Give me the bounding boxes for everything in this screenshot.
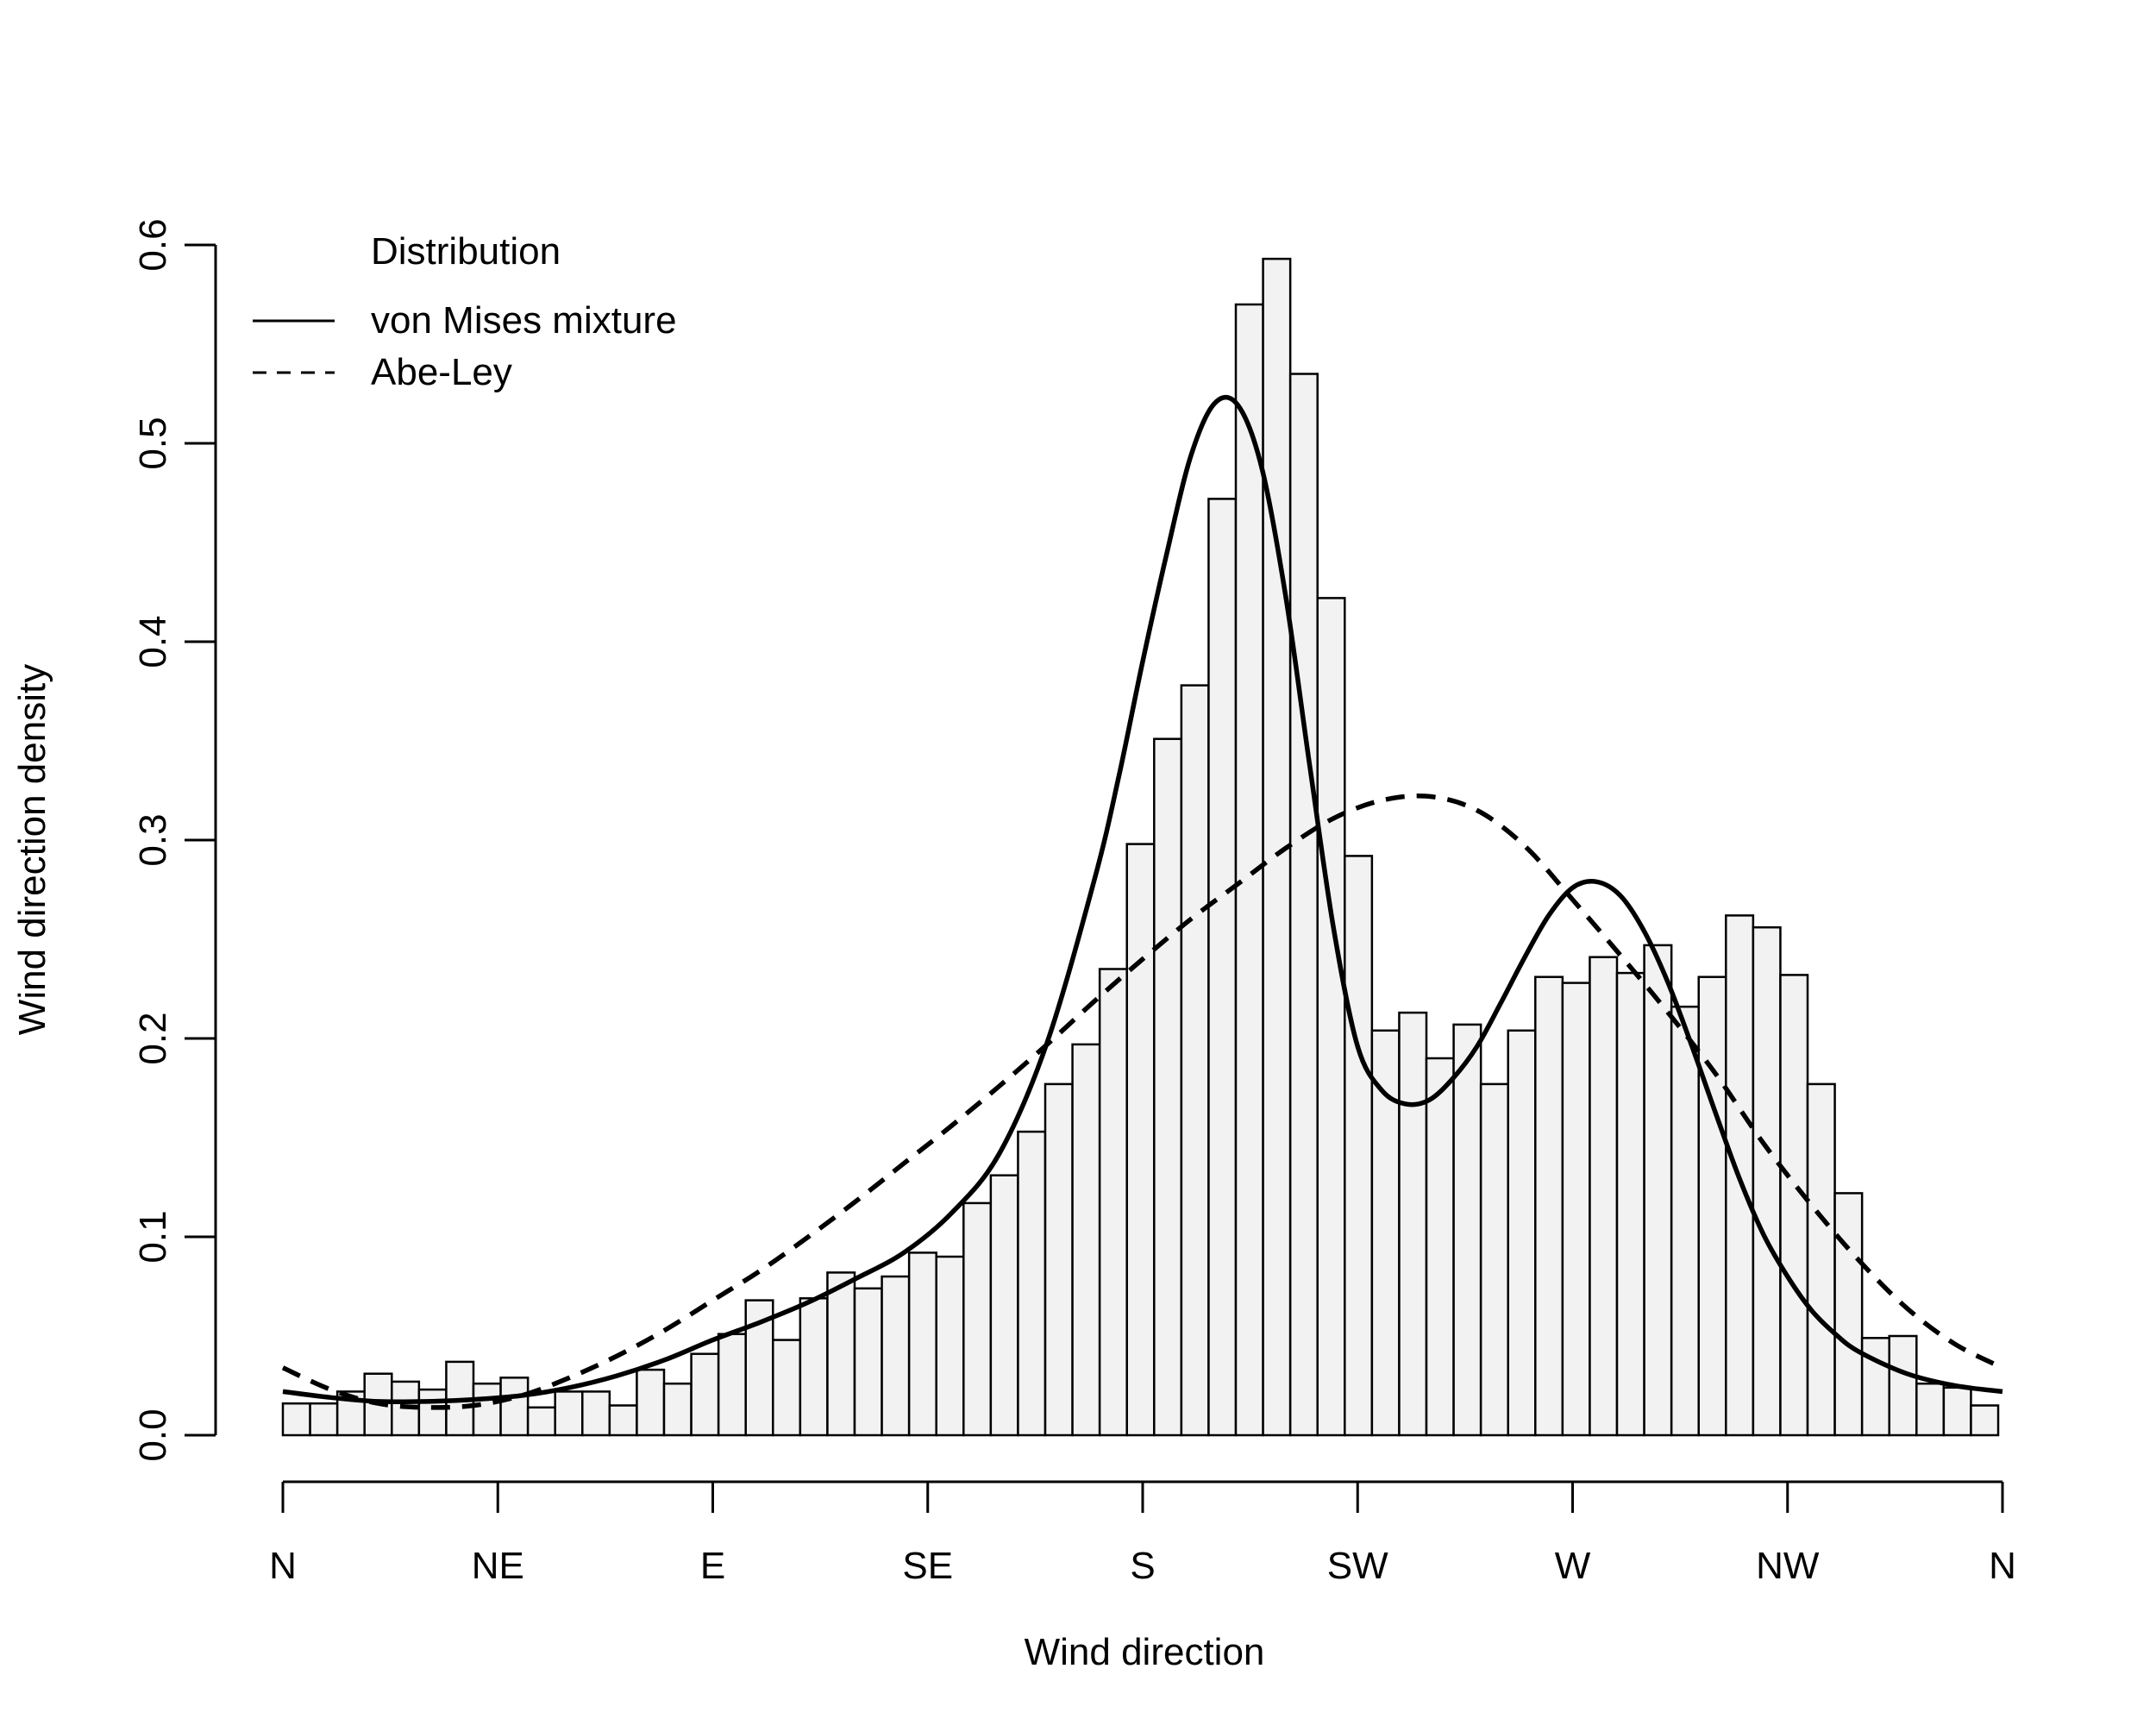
histogram-bar <box>853 1287 883 1437</box>
x-tick-label: S <box>1130 1545 1155 1587</box>
histogram-bar <box>907 1251 937 1437</box>
histogram-bar <box>1534 975 1564 1437</box>
histogram-bar <box>1970 1404 2000 1437</box>
histogram-bars <box>281 257 2000 1437</box>
histogram-bar <box>1670 1005 1700 1437</box>
histogram-bar <box>1589 956 1619 1437</box>
histogram-bar <box>1316 597 1346 1437</box>
histogram-bar <box>1452 1023 1482 1437</box>
histogram-bar <box>1643 944 1673 1437</box>
histogram-bar <box>1398 1011 1428 1437</box>
legend-label-abe-ley: Abe-Ley <box>371 351 512 393</box>
histogram-bar <box>554 1390 584 1437</box>
x-tick-label: N <box>1989 1545 2016 1587</box>
x-tick-label: SE <box>902 1545 953 1587</box>
histogram-bar <box>417 1388 448 1437</box>
histogram-bar <box>472 1382 502 1437</box>
legend-title: Distribution <box>371 230 561 273</box>
histogram-bar <box>1071 1043 1101 1437</box>
histogram-bar <box>1098 968 1128 1437</box>
histogram-bar <box>1806 1082 1836 1437</box>
histogram-bar <box>772 1339 802 1437</box>
histogram-bar <box>662 1382 693 1437</box>
histogram-bar <box>1915 1382 1946 1437</box>
histogram-bar <box>744 1299 774 1437</box>
histogram-bar <box>636 1368 666 1437</box>
histogram-bar <box>526 1406 556 1437</box>
histogram-bar <box>935 1255 965 1437</box>
histogram-bar <box>826 1271 856 1437</box>
histogram-bar <box>608 1404 638 1437</box>
x-tick-label: SW <box>1327 1545 1388 1587</box>
histogram-bar <box>1561 982 1591 1437</box>
histogram-bar <box>881 1275 911 1437</box>
y-tick-label: 0.3 <box>132 813 174 866</box>
x-axis-title: Wind direction <box>1025 1631 1265 1673</box>
y-tick-label: 0.2 <box>132 1012 174 1064</box>
abe-ley-curve <box>281 793 2004 1410</box>
histogram-bar <box>1752 925 1782 1437</box>
histogram-bar <box>1125 843 1156 1437</box>
legend-label-von-mises: von Mises mixture <box>371 299 677 342</box>
x-tick-label: NW <box>1756 1545 1820 1587</box>
legend: Distribution von Mises mixture Abe-Ley <box>253 230 677 393</box>
y-tick-label: 0.4 <box>132 615 174 668</box>
histogram-bar <box>1425 1057 1455 1437</box>
y-tick-label: 0.1 <box>132 1210 174 1263</box>
histogram-bar <box>309 1402 339 1437</box>
histogram-bar <box>1207 498 1238 1437</box>
histogram-bar <box>1507 1029 1537 1437</box>
y-axis: 0.0 0.1 0.2 0.3 0.4 0.5 0.6 <box>132 218 217 1462</box>
histogram-bar <box>1615 971 1645 1437</box>
histogram-bar <box>1697 975 1727 1437</box>
histogram-bar <box>1860 1337 1890 1437</box>
histogram-bar <box>1344 855 1374 1437</box>
histogram-bar <box>1942 1386 1972 1437</box>
von-mises-mixture-curve <box>282 394 2003 1405</box>
histogram-bar <box>1044 1082 1074 1437</box>
histogram-bar <box>1288 373 1319 1437</box>
x-axis: N NE E SE S SW W NW N <box>269 1480 2016 1587</box>
x-tick-label: E <box>700 1545 725 1587</box>
histogram-bar <box>1888 1334 1918 1437</box>
histogram-bar <box>690 1352 720 1437</box>
density-curves <box>281 394 2004 1410</box>
x-tick-label: W <box>1555 1545 1591 1587</box>
histogram-bar <box>281 1402 311 1437</box>
histogram-bar <box>717 1333 747 1437</box>
y-axis-title: Wind direction density <box>11 664 53 1035</box>
histogram-bar <box>1153 737 1183 1437</box>
histogram-bar <box>1833 1192 1864 1437</box>
histogram-bar <box>581 1390 611 1437</box>
y-tick-label: 0.5 <box>132 417 174 469</box>
histogram-bar <box>799 1297 829 1437</box>
histogram-bar <box>962 1201 993 1437</box>
y-tick-label: 0.0 <box>132 1408 174 1461</box>
x-tick-label: NE <box>472 1545 524 1587</box>
histogram-bar <box>1479 1082 1509 1437</box>
x-tick-label: N <box>269 1545 297 1587</box>
histogram-bar <box>1779 974 1809 1437</box>
histogram-bar <box>1017 1130 1047 1437</box>
histogram-bar <box>499 1377 530 1437</box>
histogram-bar <box>1180 684 1210 1437</box>
histogram-bar <box>989 1174 1019 1437</box>
y-tick-label: 0.6 <box>132 218 174 271</box>
